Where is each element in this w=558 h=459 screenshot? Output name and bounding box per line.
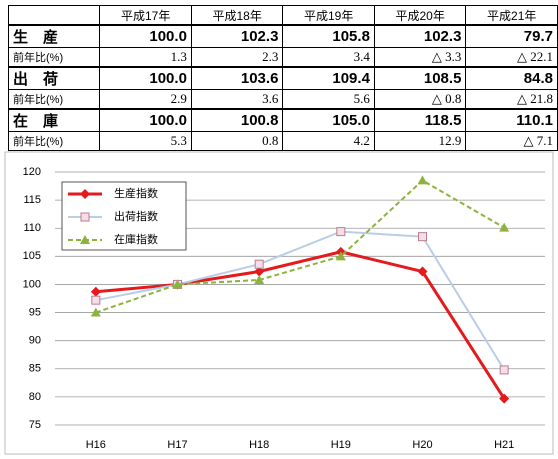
value-cell: 109.4: [282, 66, 375, 90]
row-label: 在 庫: [7, 108, 101, 132]
legend-label: 在庫指数: [114, 232, 158, 246]
marker: [417, 266, 428, 277]
ratio-label: 前年比(%): [7, 131, 101, 151]
y-tick-label: 90: [29, 335, 41, 347]
chart-frame: [4, 151, 554, 455]
marker: [417, 175, 428, 185]
x-tick-label: H16: [86, 439, 106, 451]
marker: [499, 222, 510, 232]
marker: [90, 307, 101, 317]
x-tick-label: H17: [167, 439, 187, 451]
marker: [91, 295, 101, 305]
y-tick-label: 115: [23, 194, 41, 206]
x-tick-label: H18: [249, 439, 269, 451]
value-cell: 118.5: [373, 108, 467, 132]
value-row: 生 産 100.0 102.3 105.8 102.3 79.7: [7, 24, 558, 48]
y-tick-label: 105: [23, 250, 41, 262]
data-table: 平成17年 平成18年 平成19年 平成20年 平成21年生 産 100.0 102.3 10…: [7, 5, 558, 151]
row-label: 生 産: [7, 24, 101, 48]
y-tick-label: 95: [29, 306, 41, 318]
ratio-cell: △ 22.1: [465, 47, 558, 68]
marker: [172, 279, 183, 289]
ratio-cell: 3.6: [190, 89, 284, 110]
ratio-cell: △ 7.1: [465, 131, 558, 151]
series-line: [95, 230, 506, 371]
marker: [254, 274, 265, 284]
header-cell: 平成21年: [465, 5, 558, 26]
y-tick-label: 80: [29, 391, 41, 403]
y-tick-label: 85: [29, 363, 41, 375]
marker: [90, 286, 101, 297]
ratio-row: 前年比(%) 2.9 3.6 5.6 △ 0.8 △ 21.8: [7, 89, 558, 110]
ratio-cell: 4.2: [282, 131, 375, 151]
marker: [335, 251, 346, 261]
x-tick-label: H21: [494, 439, 514, 451]
marker: [254, 266, 265, 277]
ratio-label: 前年比(%): [7, 89, 101, 110]
marker: [499, 393, 510, 404]
marker: [499, 365, 509, 375]
ratio-cell: 5.3: [99, 131, 192, 151]
value-cell: 108.5: [373, 66, 467, 90]
ratio-row: 前年比(%) 5.3 0.8 4.2 12.9 △ 7.1: [7, 131, 558, 151]
marker: [336, 227, 346, 237]
value-cell: 102.3: [190, 24, 284, 48]
value-cell: 102.3: [373, 24, 467, 48]
y-tick-label: 75: [29, 419, 41, 431]
value-cell: 103.6: [190, 66, 284, 90]
value-cell: 84.8: [465, 66, 558, 90]
legend-marker: [80, 212, 90, 222]
legend-marker: [80, 235, 90, 244]
ratio-label: 前年比(%): [7, 47, 101, 68]
y-tick-label: 100: [23, 278, 41, 290]
header-row: 平成17年 平成18年 平成19年 平成20年 平成21年: [7, 5, 558, 26]
value-row: 出 荷 100.0 103.6 109.4 108.5 84.8: [7, 66, 558, 90]
x-tick-label: H20: [412, 439, 432, 451]
y-tick-label: 120: [23, 166, 41, 178]
marker: [418, 232, 427, 242]
value-cell: 100.0: [99, 24, 192, 48]
ratio-row: 前年比(%) 1.3 2.3 3.4 △ 3.3 △ 22.1: [7, 47, 558, 68]
legend-marker: [80, 189, 90, 199]
row-label: 出 荷: [7, 66, 101, 90]
series-line: [95, 250, 506, 400]
legend-label: 生産指数: [114, 186, 158, 200]
marker: [254, 259, 264, 269]
value-cell: 79.7: [465, 24, 558, 48]
legend-label: 出荷指数: [114, 209, 158, 223]
series-line: [95, 179, 505, 314]
x-tick-label: H19: [331, 439, 351, 451]
y-tick-label: 110: [23, 222, 41, 234]
ratio-cell: 0.8: [190, 131, 284, 151]
